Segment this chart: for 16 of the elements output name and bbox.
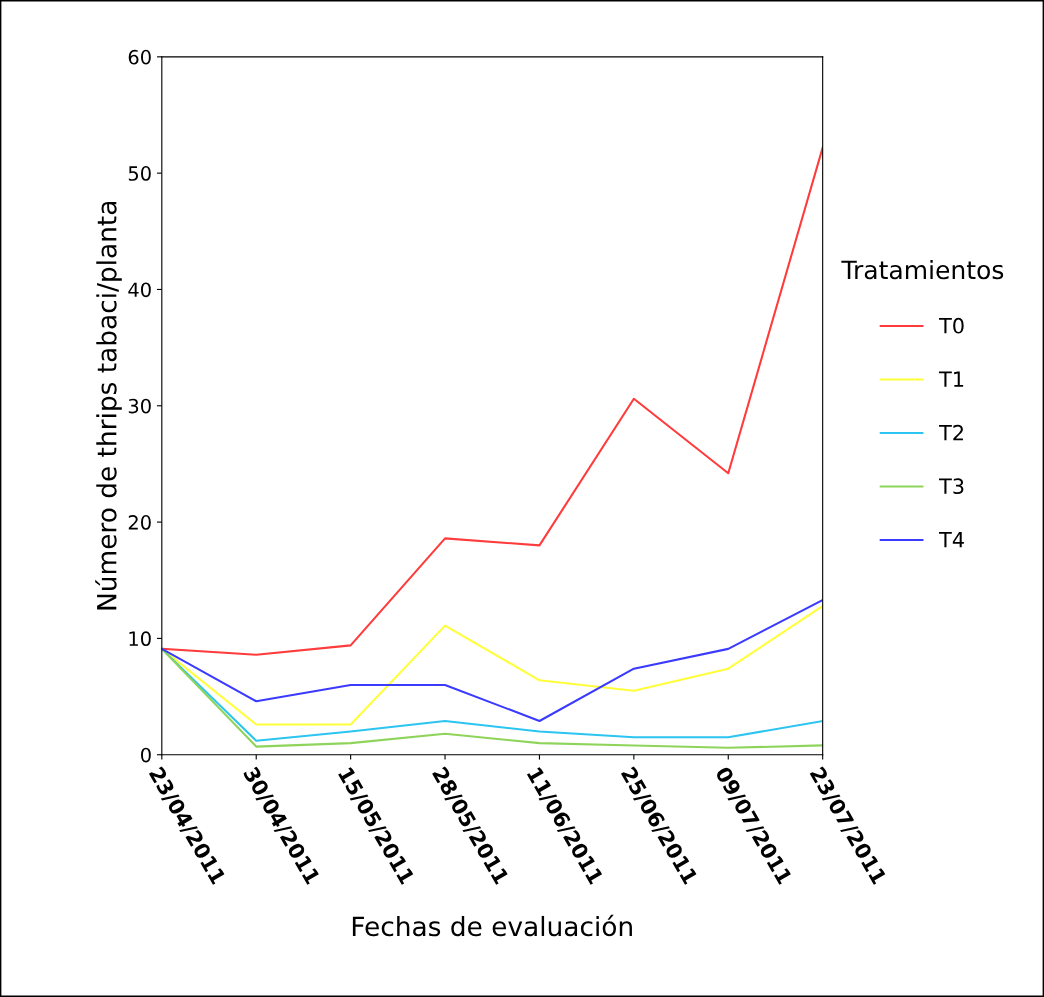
legend-label: T1 bbox=[939, 371, 964, 387]
legend-label: T3 bbox=[939, 478, 964, 495]
legend-label: T4 bbox=[939, 532, 964, 548]
y-tick-label: 60 bbox=[128, 49, 151, 65]
y-tick-label: 20 bbox=[128, 515, 151, 530]
y-axis-title: Número de thrips tabaci/planta bbox=[95, 201, 122, 610]
x-axis-title: Fechas de evaluación bbox=[352, 914, 632, 937]
y-tick-label: 50 bbox=[128, 166, 151, 181]
y-tick-label: 0 bbox=[141, 747, 151, 763]
y-tick-label: 30 bbox=[128, 398, 151, 414]
legend-title: Tratamientos bbox=[841, 259, 1004, 280]
legend-label: T0 bbox=[939, 317, 964, 334]
legend-label: T2 bbox=[939, 424, 963, 441]
y-tick-label: 10 bbox=[129, 631, 151, 647]
line-series bbox=[161, 146, 823, 656]
y-tick-label: 40 bbox=[128, 282, 151, 298]
